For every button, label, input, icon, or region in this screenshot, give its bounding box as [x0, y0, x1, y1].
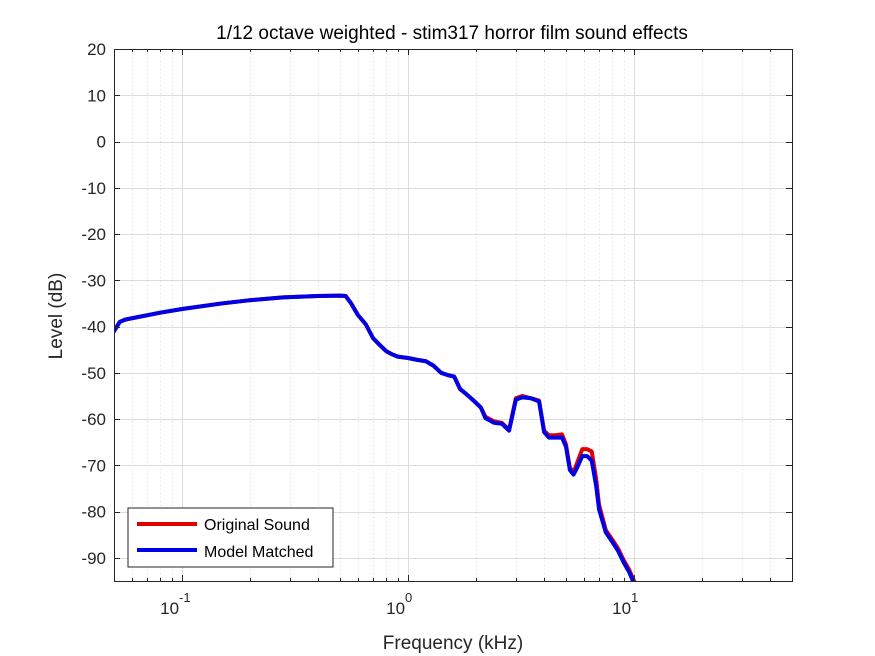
- y-tick-label: -20: [81, 225, 106, 244]
- x-tick-label-base: 10: [160, 599, 179, 618]
- plot-area: [114, 49, 792, 581]
- axis-ticks: [114, 49, 792, 581]
- y-tick-label: 20: [87, 40, 106, 59]
- y-tick-label: 0: [97, 133, 106, 152]
- series-line-model-matched: [114, 293, 636, 581]
- x-axis-label: Frequency (kHz): [383, 633, 523, 654]
- y-tick-label: -70: [81, 456, 106, 475]
- x-tick-label: 101: [612, 590, 638, 618]
- y-tick-label: -80: [81, 503, 106, 522]
- y-tick-labels: 20 10 0 -10 -20 -30 -40 -50 -60 -70 -80 -90: [81, 40, 106, 568]
- x-tick-label-exponent: -1: [179, 590, 191, 605]
- y-tick-label: 10: [87, 86, 106, 105]
- legend-label-model-matched: Model Matched: [204, 544, 313, 561]
- y-tick-label: -90: [81, 549, 106, 568]
- y-tick-label: -10: [81, 179, 106, 198]
- y-tick-label: -50: [81, 364, 106, 383]
- x-tick-label: 100: [386, 590, 412, 618]
- legend: Original Sound Model Matched: [127, 507, 334, 568]
- axes-box: [114, 49, 793, 582]
- x-tick-label-base: 10: [612, 599, 631, 618]
- x-tick-label: 10-1: [160, 590, 190, 618]
- legend-box: [127, 507, 334, 568]
- series-layer: [114, 293, 637, 581]
- chart-title: 1/12 octave weighted - stim317 horror fi…: [216, 23, 688, 44]
- x-tick-label-exponent: 0: [405, 590, 412, 605]
- y-tick-label: -30: [81, 271, 106, 290]
- y-tick-label: -60: [81, 410, 106, 429]
- minor-grid: [132, 49, 771, 581]
- x-tick-label-base: 10: [386, 599, 405, 618]
- y-tick-label: -40: [81, 318, 106, 337]
- y-axis-label: Level (dB): [46, 273, 67, 360]
- x-tick-label-exponent: 1: [631, 590, 638, 605]
- legend-label-original-sound: Original Sound: [204, 517, 310, 534]
